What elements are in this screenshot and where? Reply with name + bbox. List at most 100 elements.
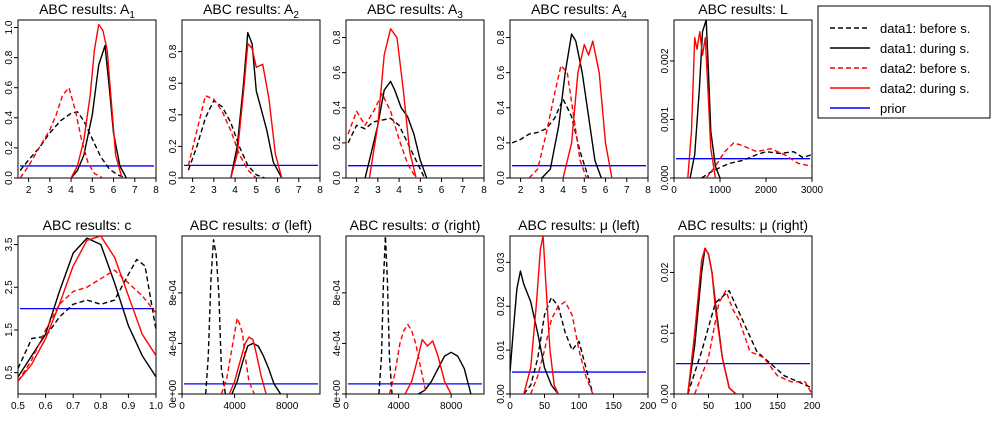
panel-title: ABC results: σ (right) (350, 217, 481, 233)
plot-area (184, 31, 318, 178)
series-data2-during-s (70, 23, 123, 178)
y-tick-label: 0e+00 (168, 380, 179, 409)
panel-7: ABC results: σ (left) 0 4000 8000 0e+00 4e-04… (168, 217, 321, 412)
panel-title: ABC results: A4 (531, 1, 627, 21)
legend-item-data2-during-s: data2: during s. (830, 81, 970, 96)
plot-area (184, 239, 318, 394)
plot-area (347, 28, 482, 178)
panel-6: ABC results: c 0.5 0.6 0.7 0.8 0.9 1.0 0.5 1.5 2.… (4, 217, 163, 412)
plot-frame (181, 19, 321, 179)
panel-title: ABC results: c (43, 217, 132, 233)
panel-title: ABC results: μ (left) (518, 217, 640, 233)
series-data1-during-s (689, 20, 721, 178)
series-data2-before-s (388, 323, 427, 394)
series-data1-before-s (347, 117, 426, 178)
y-tick-label: 8e-04 (168, 280, 179, 306)
panel-title-text: ABC results: c (43, 217, 132, 233)
x-tick-label: 100 (571, 401, 588, 412)
panel-9: ABC results: μ (left) 0 50 100 150 200 0.00 0.0… (496, 217, 657, 412)
y-tick-label: 0.01 (660, 323, 671, 343)
x-tick-label: 0 (671, 401, 677, 412)
y-tick-label: 0.8 (332, 30, 343, 44)
y-tick-label: 0.0 (332, 171, 343, 185)
y-tick-label: 0.001 (660, 107, 671, 132)
y-tick-label: 0.6 (4, 80, 15, 94)
y-tick-label: 0.02 (660, 262, 671, 282)
x-tick-label: 2 (354, 185, 360, 196)
panel-title: ABC results: μ (right) (678, 217, 808, 233)
x-tick-label: 0.5 (11, 401, 25, 412)
y-tick-label: 0.0 (496, 171, 507, 185)
x-tick-label: 4 (396, 185, 402, 196)
panel-title: ABC results: L (698, 1, 788, 17)
series-data1-during-s (231, 342, 282, 394)
x-tick-label: 5 (418, 185, 424, 196)
series-data1-before-s (19, 111, 127, 178)
y-tick-label: 3.5 (4, 237, 15, 251)
x-tick-label: 7 (296, 185, 302, 196)
series-data2-before-s (705, 142, 812, 178)
panel-title: ABC results: σ (left) (190, 217, 312, 233)
x-tick-label: 0 (507, 401, 513, 412)
x-tick-label: 8 (317, 185, 323, 196)
x-tick-label: 3 (47, 185, 53, 196)
panel-2: ABC results: A22 3 4 5 6 7 80.00.20.40.60.8 (168, 1, 323, 196)
panel-title-text: ABC results: A (39, 1, 130, 17)
plot-frame (673, 19, 813, 179)
plot-area (18, 236, 156, 382)
plot-frame (17, 235, 157, 395)
legend-box (817, 5, 991, 119)
legend-label: data1: during s. (880, 41, 970, 56)
series-data2-before-s (19, 86, 104, 178)
y-tick-label: 0.4 (168, 107, 179, 121)
series-data1-before-s (378, 236, 393, 394)
series-data2-during-s (368, 28, 417, 178)
panel-title: ABC results: A2 (203, 1, 299, 21)
y-tick-label: 0.03 (496, 252, 507, 272)
legend-label: data2: during s. (880, 81, 970, 96)
x-tick-label: 7 (132, 185, 138, 196)
x-tick-label: 4 (560, 185, 566, 196)
series-data2-during-s (230, 43, 283, 178)
x-tick-label: 150 (769, 401, 786, 412)
legend-item-data2-before-s: data2: before s. (830, 61, 970, 76)
panel-title: ABC results: A1 (39, 1, 135, 21)
x-tick-label: 6 (111, 185, 117, 196)
x-tick-label: 0 (343, 401, 349, 412)
series-data1-before-s (523, 296, 594, 394)
x-tick-label: 1000 (709, 185, 732, 196)
y-tick-label: 8e-04 (332, 280, 343, 306)
y-tick-label: 4e-04 (332, 330, 343, 356)
x-tick-label: 8 (153, 185, 159, 196)
y-tick-label: 0.4 (4, 110, 15, 124)
x-tick-label: 7 (460, 185, 466, 196)
legend-label: prior (880, 101, 907, 116)
x-tick-label: 8 (481, 185, 487, 196)
series-data1-during-s (70, 44, 127, 178)
panel-title-subscript: 4 (621, 10, 627, 21)
panel-grid: ABC results: A12 3 4 5 6 7 80.00.20.40.60.81.0… (4, 1, 824, 412)
x-tick-label: 3 (375, 185, 381, 196)
y-tick-label: 0.2 (496, 136, 507, 150)
x-tick-label: 150 (605, 401, 622, 412)
series-data2-during-s (404, 338, 452, 394)
plot-area (348, 236, 482, 394)
series-data1-during-s (364, 80, 428, 178)
series-data2-during-s (687, 31, 717, 178)
x-tick-label: 7 (624, 185, 630, 196)
series-data1-during-s (230, 31, 283, 178)
legend-item-data1-during-s: data1: during s. (830, 41, 970, 56)
series-data1-during-s (18, 237, 156, 378)
panel-title-subscript: 1 (129, 10, 135, 21)
y-tick-label: 0.8 (4, 50, 15, 64)
plot-area (676, 20, 812, 178)
x-tick-label: 2 (26, 185, 32, 196)
x-tick-label: 4000 (223, 401, 246, 412)
x-tick-label: 50 (703, 401, 715, 412)
y-tick-label: 0.6 (332, 65, 343, 79)
x-tick-label: 6 (275, 185, 281, 196)
x-tick-label: 2 (190, 185, 196, 196)
panel-title-subscript: 2 (293, 10, 299, 21)
panel-title-text: ABC results: μ (right) (678, 217, 808, 233)
